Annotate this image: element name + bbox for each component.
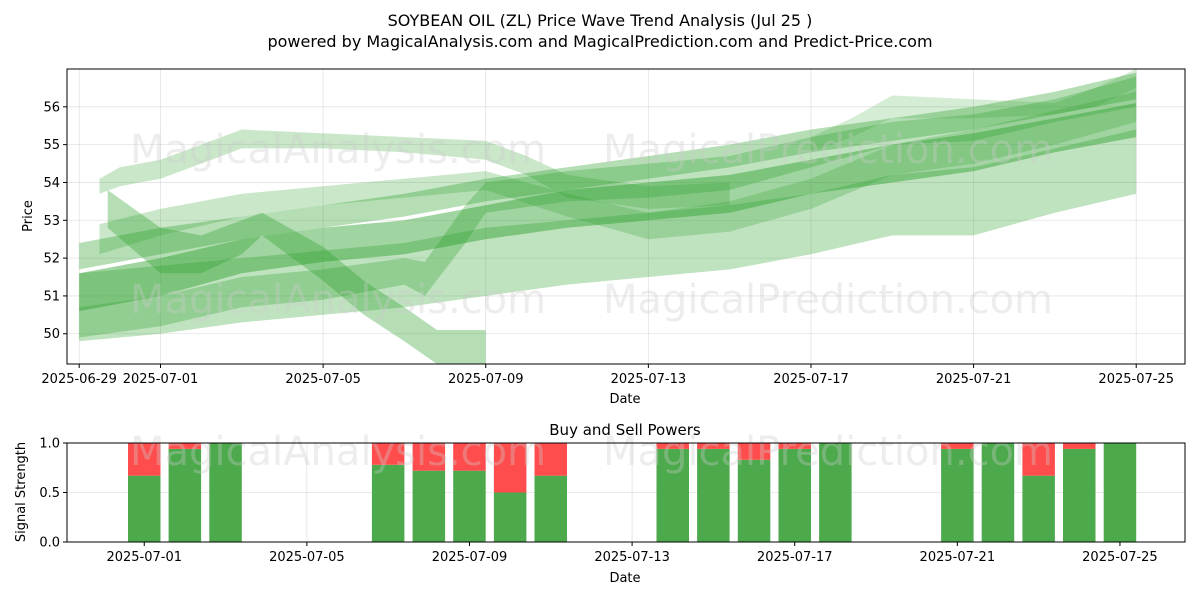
buy-power-bar xyxy=(209,443,242,542)
buy-power-bar xyxy=(168,448,202,542)
powers-x-tick-label: 2025-07-05 xyxy=(269,550,345,565)
powers-x-tick-label: 2025-07-01 xyxy=(106,550,182,565)
sell-power-bar xyxy=(1063,443,1096,449)
price-y-tick-label: 53 xyxy=(43,214,60,229)
sell-power-bar xyxy=(128,443,161,476)
price-x-tick-label: 2025-07-01 xyxy=(123,372,199,387)
buy-power-bar xyxy=(819,443,852,542)
price-wave-band xyxy=(79,76,1137,338)
powers-y-tick-label: 1.0 xyxy=(39,437,60,452)
buy-power-bar xyxy=(412,470,446,542)
buy-power-bar xyxy=(697,448,730,542)
sell-power-bar xyxy=(941,443,974,449)
buy-power-bar xyxy=(778,448,811,542)
price-x-tick-label: 2025-07-13 xyxy=(611,372,687,387)
price-y-tick-label: 56 xyxy=(43,100,60,115)
buy-power-bar xyxy=(1022,475,1055,542)
watermark-prediction-mid: MagicalPrediction.com xyxy=(603,277,1053,323)
sell-power-bar xyxy=(371,443,405,465)
sell-power-bar xyxy=(778,443,811,449)
sell-power-bar xyxy=(697,443,730,449)
sell-power-bar xyxy=(534,443,567,476)
buy-power-bar xyxy=(1103,443,1137,542)
watermark-prediction-bottom: MagicalPrediction.com xyxy=(603,429,1053,475)
powers-x-tick-label: 2025-07-09 xyxy=(432,550,508,565)
powers-x-tick-label: 2025-07-21 xyxy=(920,550,996,565)
price-y-tick-label: 51 xyxy=(43,289,60,304)
sell-power-bar xyxy=(168,443,202,449)
price-x-tick-label: 2025-07-17 xyxy=(773,372,849,387)
sell-power-bar xyxy=(1022,443,1055,476)
price-grid xyxy=(67,69,1185,364)
price-wave-band xyxy=(99,129,730,209)
buy-power-bar xyxy=(493,492,527,542)
price-wave-band xyxy=(811,69,1137,153)
chart-subtitle: powered by MagicalAnalysis.com and Magic… xyxy=(267,32,932,51)
price-x-tick-label: 2025-07-09 xyxy=(448,372,524,387)
powers-y-tick-label: 0.0 xyxy=(39,536,60,551)
price-x-tick-label: 2025-07-25 xyxy=(1098,372,1174,387)
price-wave-band xyxy=(79,72,1137,270)
powers-title: Buy and Sell Powers xyxy=(549,421,701,439)
price-y-tick-label: 52 xyxy=(43,252,60,267)
price-wave-band xyxy=(79,103,1137,312)
price-wave-band xyxy=(99,91,1137,255)
watermark-analysis-mid: MagicalAnalysis.com xyxy=(130,277,546,323)
price-y-label: Price xyxy=(21,200,36,232)
price-y-tick-label: 54 xyxy=(43,176,60,191)
buy-power-bar xyxy=(737,459,771,542)
powers-x-label: Date xyxy=(609,571,640,586)
chart-title: SOYBEAN OIL (ZL) Price Wave Trend Analys… xyxy=(388,11,813,30)
sell-power-bar xyxy=(493,443,527,493)
sell-power-bar xyxy=(737,443,771,460)
price-x-tick-label: 2025-07-21 xyxy=(936,372,1012,387)
watermark-prediction-top: MagicalPrediction.com xyxy=(603,127,1053,173)
buy-power-bar xyxy=(128,475,161,542)
price-wave-band xyxy=(107,190,486,364)
powers-y-label: Signal Strength xyxy=(14,442,29,542)
buy-power-bar xyxy=(981,443,1015,542)
buy-power-bar xyxy=(1063,448,1096,542)
price-wave-band xyxy=(79,129,1137,342)
powers-x-tick-label: 2025-07-25 xyxy=(1082,550,1158,565)
buy-power-bar xyxy=(656,448,689,542)
price-ticks: 2025-06-29 2025-07-01 2025-07-05 2025-07-09… xyxy=(41,100,1174,387)
powers-x-tick-label: 2025-07-17 xyxy=(757,550,833,565)
price-y-tick-label: 50 xyxy=(43,327,60,342)
buy-power-bar xyxy=(941,448,974,542)
price-x-tick-label: 2025-07-05 xyxy=(285,372,361,387)
powers-x-tick-label: 2025-07-13 xyxy=(594,550,670,565)
price-wave-bands xyxy=(79,69,1137,364)
buy-power-bar xyxy=(534,475,567,542)
price-y-tick-label: 55 xyxy=(43,138,60,153)
sell-power-bar xyxy=(453,443,486,471)
price-axes-frame xyxy=(66,68,1186,365)
watermark-analysis-bottom: MagicalAnalysis.com xyxy=(130,429,546,475)
sell-power-bar xyxy=(412,443,446,471)
buy-power-bar xyxy=(453,470,486,542)
price-x-label: Date xyxy=(609,392,640,407)
powers-bars xyxy=(128,443,1137,542)
powers-y-tick-label: 0.5 xyxy=(39,486,60,501)
watermark-analysis-top: MagicalAnalysis.com xyxy=(130,127,546,173)
powers-ticks: 2025-07-01 2025-07-05 2025-07-09 2025-07-13… xyxy=(39,437,1157,566)
buy-power-bar xyxy=(371,464,405,542)
sell-power-bar xyxy=(656,443,689,449)
price-x-tick-label: 2025-06-29 xyxy=(41,372,117,387)
